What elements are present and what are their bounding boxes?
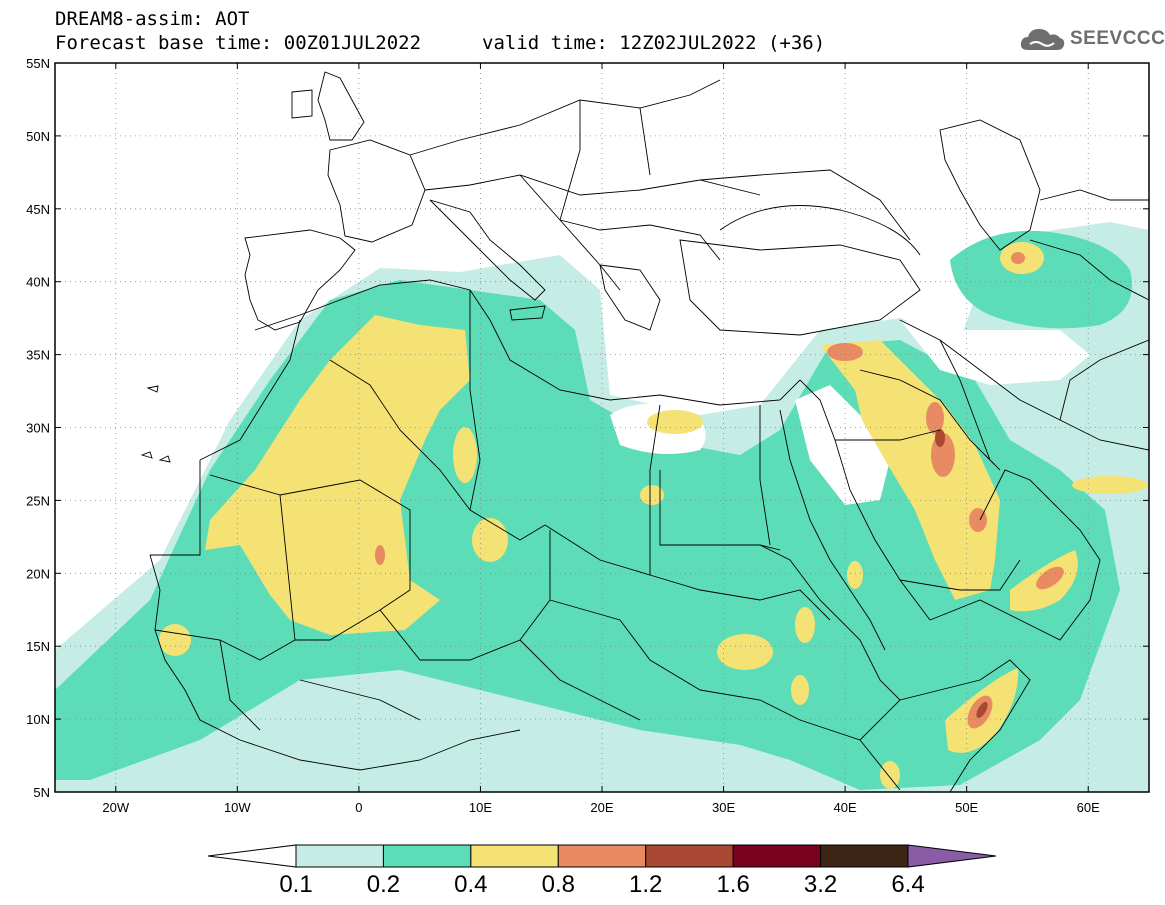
colorbar-label: 6.4 bbox=[891, 871, 924, 898]
colorbar-over-arrow bbox=[907, 844, 997, 868]
latitude-axis: 55N 50N 45N 40N 35N 30N 25N 20N 15N 10N 5N bbox=[26, 56, 1149, 800]
lon-tick-label: 0 bbox=[355, 800, 362, 815]
aot-blob bbox=[472, 518, 508, 562]
map-title: DREAM8-assim: AOT bbox=[55, 8, 250, 30]
lat-tick-label: 40N bbox=[26, 275, 50, 290]
aot-core-0.8 bbox=[827, 343, 863, 361]
lon-tick-label: 60E bbox=[1077, 800, 1100, 815]
colorbar-label: 1.2 bbox=[629, 871, 662, 898]
aot-core-0.8 bbox=[926, 402, 944, 434]
colorbar-label: 0.2 bbox=[367, 871, 400, 898]
aot-core-0.8 bbox=[375, 545, 385, 565]
lat-tick-label: 30N bbox=[26, 421, 50, 436]
lon-tick-label: 20W bbox=[102, 800, 129, 815]
lon-tick-label: 20E bbox=[590, 800, 613, 815]
brand-logo: SEEVCCC bbox=[1018, 24, 1165, 54]
lat-tick-label: 35N bbox=[26, 348, 50, 363]
colorbar: 0.1 0.2 0.4 0.8 1.2 1.6 3.2 6.4 bbox=[207, 844, 997, 898]
colorbar-label: 0.8 bbox=[542, 871, 575, 898]
cloud-logo-icon bbox=[1020, 29, 1065, 50]
aot-core-1.2 bbox=[935, 429, 945, 447]
colorbar-segment bbox=[645, 844, 734, 868]
lat-tick-label: 10N bbox=[26, 712, 50, 727]
lon-tick-label: 40E bbox=[834, 800, 857, 815]
colorbar-segment bbox=[820, 844, 909, 868]
lat-tick-label: 25N bbox=[26, 493, 50, 508]
colorbar-segment bbox=[557, 844, 647, 868]
longitude-axis: 20W 10W 0 10E 20E 30E 40E 50E 60E bbox=[102, 63, 1100, 815]
lat-tick-label: 50N bbox=[26, 129, 50, 144]
colorbar-label: 0.1 bbox=[279, 871, 312, 898]
aot-field-0.4-arabia bbox=[820, 340, 1000, 600]
aot-core-1.2 bbox=[976, 701, 988, 719]
aot-blob bbox=[1072, 476, 1148, 494]
colorbar-segment bbox=[732, 844, 822, 868]
colorbar-segment bbox=[295, 844, 384, 868]
aot-blob bbox=[717, 634, 773, 670]
aot-blob bbox=[453, 427, 477, 483]
lon-tick-label: 10W bbox=[224, 800, 251, 815]
aot-blob bbox=[795, 607, 815, 643]
aot-blob bbox=[880, 761, 900, 789]
lat-tick-label: 20N bbox=[26, 566, 50, 581]
aot-blob bbox=[791, 675, 809, 705]
lat-tick-label: 45N bbox=[26, 202, 50, 217]
valid-time: valid time: 12Z02JUL2022 (+36) bbox=[482, 32, 826, 54]
country-outlines bbox=[140, 71, 1149, 792]
forecast-base-time: Forecast base time: 00Z01JUL2022 bbox=[55, 32, 422, 54]
clean-air-region bbox=[900, 320, 1090, 385]
lat-tick-label: 15N bbox=[26, 639, 50, 654]
colorbar-segment bbox=[470, 844, 559, 868]
colorbar-label: 0.4 bbox=[454, 871, 487, 898]
lat-tick-label: 55N bbox=[26, 56, 50, 71]
aot-core-0.8 bbox=[1036, 566, 1064, 590]
aot-field-0.4-sahara bbox=[205, 315, 470, 635]
lat-tick-label: 5N bbox=[33, 785, 50, 800]
colorbar-label: 1.6 bbox=[716, 871, 749, 898]
aot-blob bbox=[647, 410, 703, 434]
lon-tick-label: 10E bbox=[469, 800, 492, 815]
brand-name: SEEVCCC bbox=[1070, 28, 1165, 49]
colorbar-under-arrow bbox=[207, 844, 297, 868]
aot-blob bbox=[159, 624, 191, 656]
aot-core-0.8 bbox=[1011, 252, 1025, 264]
colorbar-segment bbox=[382, 844, 472, 868]
clean-air-region bbox=[795, 385, 890, 505]
lon-tick-label: 50E bbox=[955, 800, 978, 815]
aot-field-0.2-caucasus bbox=[950, 230, 1132, 329]
lon-tick-label: 30E bbox=[712, 800, 735, 815]
aot-blob bbox=[847, 561, 863, 589]
colorbar-label: 3.2 bbox=[804, 871, 837, 898]
